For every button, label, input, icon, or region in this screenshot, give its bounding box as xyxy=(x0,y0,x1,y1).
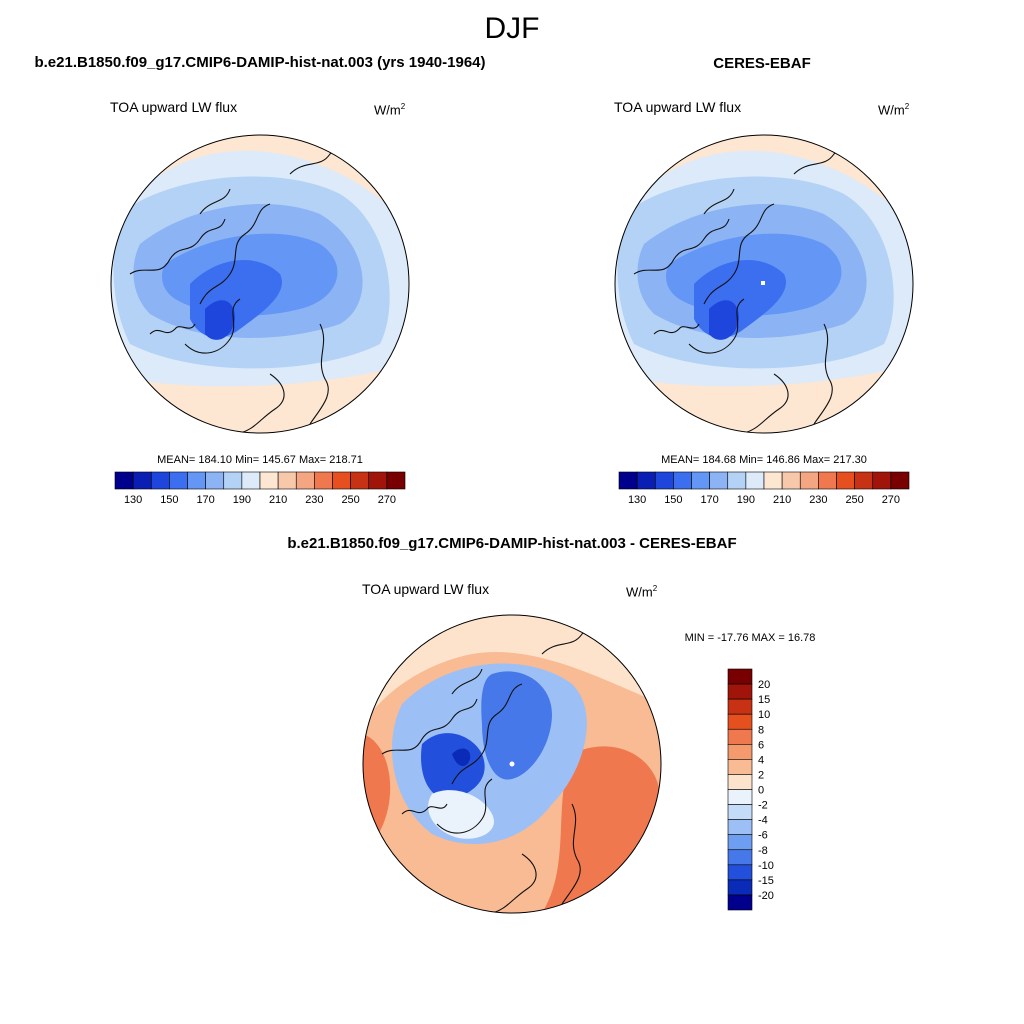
panel1-colorbar-tick: 230 xyxy=(305,494,323,506)
panel2-colorbar-tick: 270 xyxy=(882,494,900,506)
panel2-colorbar-tick: 230 xyxy=(809,494,827,506)
panel3-colorbar-box xyxy=(727,789,753,805)
panel1-colorbar-box xyxy=(386,471,406,490)
panel1-colorbar-tick: 150 xyxy=(160,494,178,506)
panel3-colorbar-tick: 20 xyxy=(758,679,770,691)
panel3-subtitle: TOA upward LW flux xyxy=(362,581,490,597)
panel1-stats: MEAN= 184.10 Min= 145.67 Max= 218.71 xyxy=(157,454,363,466)
panel3-colorbar-tick: -10 xyxy=(758,860,774,872)
panel2-title: CERES-EBAF xyxy=(713,55,811,72)
panel3-colorbar-tick: 6 xyxy=(758,739,764,751)
panel3-colorbar-box xyxy=(727,728,753,745)
panel2-colorbar-box xyxy=(781,471,801,490)
panel3-colorbar-box xyxy=(727,744,753,760)
panel3-colorbar-box xyxy=(727,894,753,911)
panel2-colorbar-tick: 130 xyxy=(628,494,646,506)
panel3-colorbar-box xyxy=(727,804,753,820)
panel2-colorbar-box xyxy=(727,471,747,490)
panel1-colorbar-box xyxy=(187,471,206,490)
panel3-colorbar-box xyxy=(727,819,753,835)
panel1-colorbar-box xyxy=(295,471,315,490)
panel2-colorbar-box xyxy=(636,471,656,490)
panel3-colorbar-box xyxy=(727,683,753,700)
panel3-colorbar-box xyxy=(727,879,753,896)
panel1-colorbar-tick: 250 xyxy=(341,494,359,506)
panel3-stats: MIN = -17.76 MAX = 16.78 xyxy=(684,632,816,644)
panel3-colorbar-box xyxy=(727,849,753,866)
panel3-title: b.e21.B1850.f09_g17.CMIP6-DAMIP-hist-nat… xyxy=(287,535,737,552)
panel2-colorbar-tick: 250 xyxy=(845,494,863,506)
panel1-colorbar-tick: 130 xyxy=(124,494,142,506)
panel1-colorbar-box xyxy=(132,471,152,490)
panel2-colorbar-box xyxy=(745,471,765,490)
panel3-colorbar-box xyxy=(727,713,753,730)
panel1-colorbar-box xyxy=(332,471,351,490)
panel2-colorbar-tick: 150 xyxy=(664,494,682,506)
panel1-colorbar-box xyxy=(368,471,388,490)
panel3-colorbar-tick: 4 xyxy=(758,754,764,766)
panel2-colorbar-box xyxy=(799,471,819,490)
panel2-colorbar-box xyxy=(872,471,892,490)
panel1-colorbar-box xyxy=(169,471,188,490)
panel3-map-border xyxy=(362,614,662,914)
panel2-colorbar-tick: 210 xyxy=(773,494,791,506)
panel2-subtitle: TOA upward LW flux xyxy=(614,99,742,115)
panel3-colorbar-tick: -15 xyxy=(758,875,774,887)
panel1-colorbar-box xyxy=(150,471,170,490)
panel3-colorbar-tick: 15 xyxy=(758,694,770,706)
panel1-colorbar-tick: 190 xyxy=(233,494,251,506)
panel2-colorbar-box xyxy=(691,471,710,490)
panel3-colorbar-tick: -20 xyxy=(758,890,774,902)
panel1-colorbar-box xyxy=(277,471,297,490)
panel2-colorbar-box xyxy=(890,471,910,490)
panel3-colorbar-tick: 0 xyxy=(758,785,764,797)
panel2-colorbar-box xyxy=(709,471,729,490)
panel3-colorbar-tick: -6 xyxy=(758,830,768,842)
panel2-colorbar-box xyxy=(673,471,692,490)
panel3-map xyxy=(363,615,661,913)
panel1-title: b.e21.B1850.f09_g17.CMIP6-DAMIP-hist-nat… xyxy=(34,54,486,71)
figure-title: DJF xyxy=(484,12,540,45)
panel3-colorbar-tick: 2 xyxy=(758,769,764,781)
panel2-units: W/m2 xyxy=(878,102,910,118)
panel2-colorbar-box xyxy=(836,471,855,490)
panel1-colorbar-tick: 270 xyxy=(378,494,396,506)
panel3-units: W/m2 xyxy=(626,584,658,600)
panel2-colorbar-box xyxy=(818,471,837,490)
panel3-colorbar-box xyxy=(727,834,753,851)
panel1-colorbar-box xyxy=(314,471,333,490)
panel1-colorbar-tick: 210 xyxy=(269,494,287,506)
panel1-units: W/m2 xyxy=(374,102,406,118)
panel2-colorbar-box xyxy=(618,471,638,490)
panel3-colorbar-tick: 10 xyxy=(758,709,770,721)
panel1-colorbar-box xyxy=(241,471,261,490)
panel1-map-border xyxy=(110,134,410,434)
panel3-colorbar-box xyxy=(727,698,753,715)
panel2-colorbar-tick: 190 xyxy=(737,494,755,506)
panel3-colorbar-box xyxy=(727,864,753,881)
panel3-colorbar-box xyxy=(727,668,753,685)
panel2-colorbar-box xyxy=(854,471,874,490)
panel1-colorbar-box xyxy=(205,471,225,490)
panel2-colorbar-box xyxy=(654,471,674,490)
panel2-map xyxy=(615,135,913,433)
panel3-colorbar-tick: -2 xyxy=(758,800,768,812)
panel1-subtitle: TOA upward LW flux xyxy=(110,99,238,115)
panel3-colorbar-tick: -8 xyxy=(758,845,768,857)
panel2-colorbar-box xyxy=(763,471,783,490)
panel3-colorbar-tick: 8 xyxy=(758,724,764,736)
panel1-colorbar-box xyxy=(259,471,279,490)
panel2-colorbar-tick: 170 xyxy=(700,494,718,506)
panel3-colorbar-tick: -4 xyxy=(758,815,768,827)
panel1-colorbar-box xyxy=(114,471,134,490)
panel1-colorbar-tick: 170 xyxy=(196,494,214,506)
panel1-colorbar-box xyxy=(350,471,370,490)
panel2-map-border xyxy=(614,134,914,434)
panel2-stats: MEAN= 184.68 Min= 146.86 Max= 217.30 xyxy=(661,454,867,466)
panel1-map xyxy=(111,135,409,433)
panel1-colorbar-box xyxy=(223,471,243,490)
panel3-colorbar-box xyxy=(727,759,753,775)
panel3-colorbar-box xyxy=(727,774,753,790)
